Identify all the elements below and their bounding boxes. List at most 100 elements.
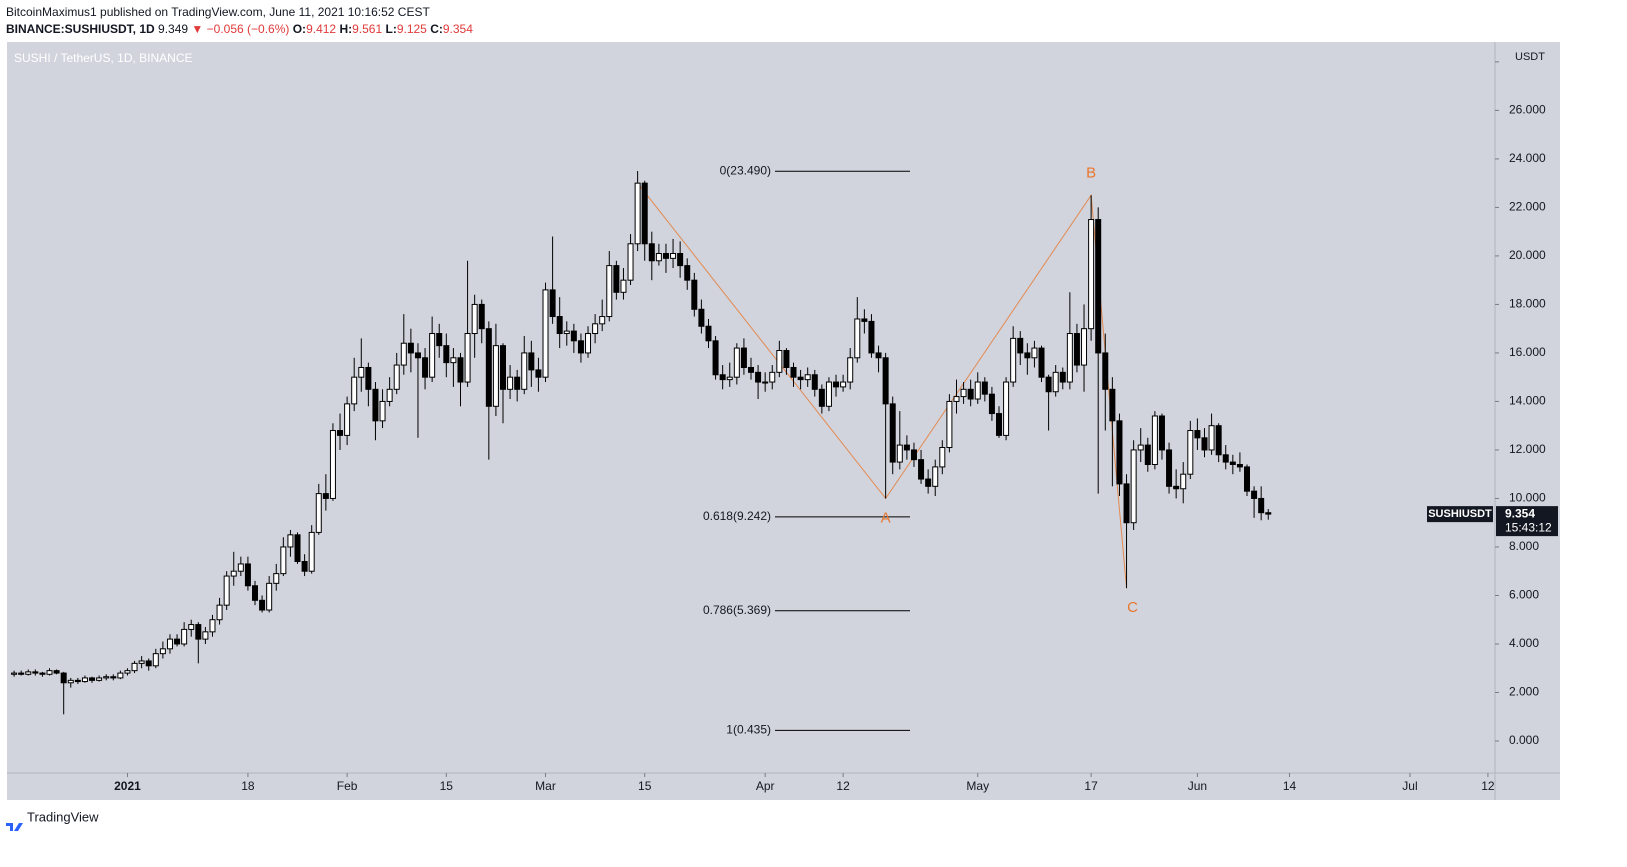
brand-name: TradingView	[27, 809, 99, 824]
candle-body	[521, 352, 528, 390]
candle-body	[181, 628, 188, 645]
arrow: ▼	[191, 22, 204, 36]
candle-body	[407, 342, 414, 354]
candle-body	[1251, 490, 1258, 499]
candle-body	[1137, 444, 1144, 451]
candle-body	[549, 289, 556, 318]
candle-body	[67, 679, 74, 684]
brand-logo	[6, 823, 23, 831]
x-tick-label: 12	[836, 779, 850, 793]
wave-lines	[637, 182, 1128, 589]
candle-body	[1236, 463, 1243, 468]
y-tick-label: 20.000	[1509, 248, 1546, 262]
candle-body	[981, 381, 988, 395]
candle-body	[237, 563, 244, 572]
candle-body	[868, 320, 875, 354]
y-tick-label: 22.000	[1509, 200, 1546, 214]
header: BitcoinMaximus1 published on TradingView…	[6, 4, 473, 38]
candle-body	[400, 342, 407, 366]
candle-body	[910, 449, 917, 461]
x-tick-label: Apr	[756, 779, 775, 793]
candle-body	[996, 413, 1002, 436]
candle-body	[1158, 415, 1165, 451]
candle-body	[18, 672, 25, 675]
candle-body	[733, 347, 740, 378]
fib-label: 0(23.490)	[720, 163, 771, 177]
candle-body	[436, 333, 443, 347]
publisher-line: BitcoinMaximus1 published on TradingView…	[6, 5, 430, 19]
candle-body	[96, 677, 103, 681]
candle-body	[939, 447, 946, 468]
candle-body	[634, 182, 641, 245]
ohlc-label: O:	[292, 22, 307, 36]
candle-body	[797, 376, 804, 381]
price-tag-label: 9.354	[1505, 506, 1535, 520]
x-tick-label: Mar	[535, 779, 556, 793]
candle-body	[925, 478, 932, 487]
candle-body	[464, 333, 471, 383]
candle-body	[1123, 483, 1130, 524]
candle-body	[301, 561, 308, 572]
candle-body	[379, 400, 386, 422]
candle-body	[266, 582, 273, 611]
ohlc-label: H:	[339, 22, 353, 36]
candle-body	[492, 345, 499, 407]
candle-body	[1201, 437, 1208, 451]
x-tick-label: 15	[638, 779, 652, 793]
candle-body	[967, 388, 974, 400]
candle-body	[655, 252, 662, 262]
candle-body	[124, 670, 131, 674]
candle-body	[1003, 381, 1010, 436]
candle-body	[60, 672, 67, 684]
candle-body	[202, 631, 209, 640]
y-tick-label: 6.000	[1509, 588, 1539, 602]
candle-body	[166, 638, 173, 650]
candle-body	[188, 624, 195, 630]
x-tick-label: 12	[1481, 779, 1495, 793]
candle-body	[769, 371, 776, 383]
candle-body	[159, 648, 166, 655]
candle-body	[89, 677, 96, 681]
candle-body	[471, 303, 478, 335]
candle-body	[1265, 512, 1272, 515]
x-tick-label: 15	[440, 779, 454, 793]
candle-body	[953, 396, 960, 402]
candle-body	[776, 350, 783, 373]
candle-body	[811, 374, 818, 390]
candle-body	[1073, 333, 1080, 366]
candle-body	[542, 289, 549, 378]
candle-body	[946, 400, 953, 449]
candle-body	[386, 388, 393, 402]
x-tick-label: 2021	[114, 779, 141, 793]
candle-body	[670, 252, 677, 259]
y-tick-label: 12.000	[1509, 442, 1546, 456]
candle-body	[507, 376, 514, 390]
candle-body	[691, 279, 698, 310]
x-tick-label: Jun	[1188, 779, 1207, 793]
candle-body	[677, 252, 684, 267]
x-tick-label: Feb	[337, 779, 358, 793]
candle-body	[1095, 219, 1102, 354]
candle-body	[1081, 328, 1088, 366]
candle-body	[500, 345, 506, 390]
fib-label: 0.786(5.369)	[703, 603, 771, 617]
candle-body	[570, 330, 577, 342]
candles	[11, 171, 1272, 715]
wave-label: A	[881, 509, 891, 526]
y-tick-label: 4.000	[1509, 636, 1539, 650]
y-tick-label: 26.000	[1509, 103, 1546, 117]
candle-body	[1017, 337, 1024, 354]
candle-body	[315, 493, 322, 533]
candle-body	[974, 381, 981, 400]
candle-body	[705, 325, 712, 342]
candle-body	[662, 252, 669, 259]
candle-body	[308, 531, 315, 572]
candle-body	[903, 444, 910, 451]
plot-background	[7, 42, 1560, 800]
candle-body	[840, 381, 847, 388]
candle-body	[280, 546, 287, 575]
candle-body	[244, 563, 251, 587]
candle-body	[223, 575, 230, 606]
fib-label: 1(0.435)	[726, 723, 771, 737]
candle-body	[712, 340, 719, 376]
